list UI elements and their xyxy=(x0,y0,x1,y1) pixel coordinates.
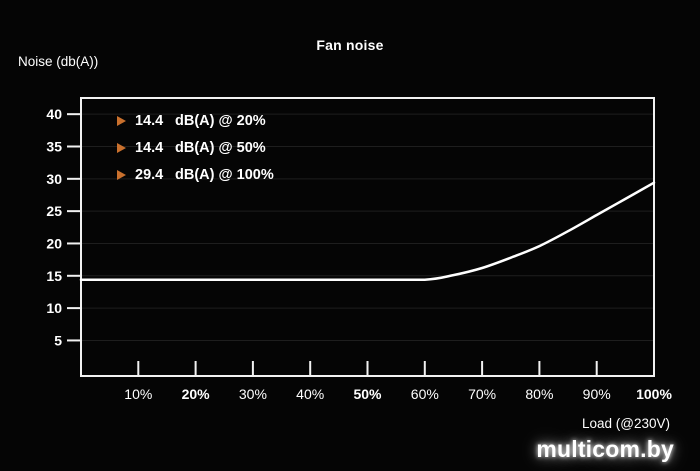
legend-value: 14.4 xyxy=(135,112,164,129)
x-tick-label: 100% xyxy=(636,386,672,402)
y-tick-label: 15 xyxy=(46,268,62,284)
triangle-marker-icon xyxy=(117,115,126,126)
x-tick-label: 30% xyxy=(239,386,267,402)
y-tick-label: 25 xyxy=(46,203,62,219)
x-tick-label: 60% xyxy=(411,386,439,402)
legend-label: dB(A) @ 50% xyxy=(175,139,266,156)
x-tick-label: 80% xyxy=(525,386,553,402)
legend-value: 29.4 xyxy=(135,166,164,183)
y-axis-title: Noise (db(A)) xyxy=(18,54,99,69)
x-tick-label: 40% xyxy=(296,386,324,402)
x-tick-label: 90% xyxy=(583,386,611,402)
legend-item: 29.4 dB(A) @ 100% xyxy=(117,161,274,188)
watermark-text: multicom.by xyxy=(536,436,674,462)
legend-label: dB(A) @ 100% xyxy=(175,166,274,183)
legend-item: 14.4 dB(A) @ 20% xyxy=(117,107,274,134)
triangle-marker-icon xyxy=(117,169,126,180)
y-tick-label: 20 xyxy=(46,235,62,251)
x-tick-label: 70% xyxy=(468,386,496,402)
chart-title: Fan noise xyxy=(316,37,384,53)
y-tick-label: 5 xyxy=(54,332,62,348)
legend-label: dB(A) @ 20% xyxy=(175,112,266,129)
y-tick-label: 30 xyxy=(46,171,62,187)
x-tick-label: 20% xyxy=(182,386,211,402)
y-tick-label: 10 xyxy=(46,300,62,316)
y-tick-label: 40 xyxy=(46,106,62,122)
noise-curve xyxy=(79,181,656,281)
legend-value: 14.4 xyxy=(135,139,164,156)
chart-legend: 14.4 dB(A) @ 20% 14.4 dB(A) @ 50% 29.4 dB(A) … xyxy=(117,107,274,188)
legend-item: 14.4 dB(A) @ 50% xyxy=(117,134,274,161)
y-tick-label: 35 xyxy=(46,138,62,154)
triangle-marker-icon xyxy=(117,142,126,153)
x-tick-label: 50% xyxy=(353,386,382,402)
x-tick-label: 10% xyxy=(124,386,152,402)
x-axis-title: Load (@230V) xyxy=(581,416,670,431)
